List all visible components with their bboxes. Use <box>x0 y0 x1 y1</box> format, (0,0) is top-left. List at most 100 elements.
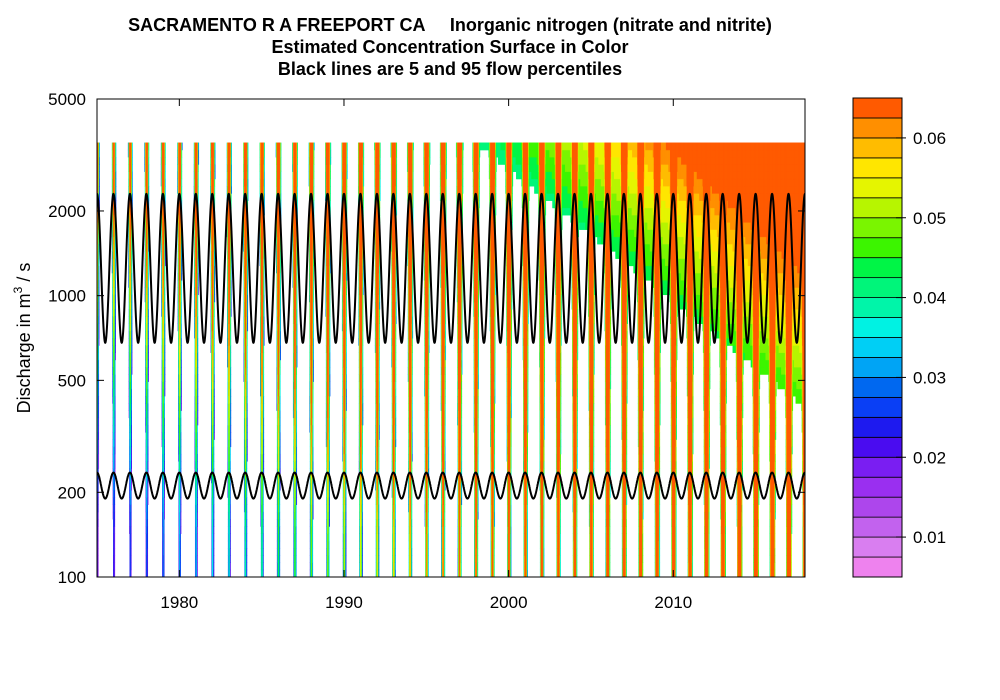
surface-cell <box>99 331 100 339</box>
surface-cell <box>99 157 100 165</box>
surface-cell <box>115 287 116 295</box>
surface-cell <box>181 324 182 332</box>
surface-cell <box>132 287 133 295</box>
surface-cell <box>230 432 231 440</box>
surface-cell <box>148 179 149 187</box>
surface-cell <box>148 418 149 426</box>
surface-cell <box>98 353 99 361</box>
surface-cell <box>115 360 116 368</box>
surface-cell <box>131 563 132 571</box>
surface-cell <box>165 164 166 172</box>
surface-cell <box>231 273 232 281</box>
surface-cell <box>181 186 182 194</box>
surface-cell <box>181 331 182 339</box>
surface-cell <box>148 483 149 491</box>
surface-cell <box>215 143 216 151</box>
surface-cell <box>214 186 215 194</box>
surface-cell <box>230 374 231 382</box>
surface-cell <box>213 563 214 571</box>
surface-cell <box>99 186 100 194</box>
surface-cell <box>213 490 214 498</box>
surface-cell <box>132 172 133 180</box>
surface-cell <box>116 179 117 187</box>
surface-cell <box>181 316 182 324</box>
surface-cell <box>214 425 215 433</box>
surface-cell <box>165 143 166 151</box>
surface-cell <box>148 295 149 303</box>
surface-cell <box>198 258 199 266</box>
surface-cell <box>230 555 231 563</box>
surface-cell <box>230 353 231 361</box>
surface-cell <box>131 548 132 556</box>
surface-cell <box>131 541 132 549</box>
surface-cell <box>148 497 149 505</box>
surface-cell <box>99 143 100 151</box>
surface-cell <box>165 179 166 187</box>
surface-cell <box>147 519 148 527</box>
surface-cell <box>231 172 232 180</box>
surface-cell <box>180 541 181 549</box>
surface-cell <box>230 425 231 433</box>
surface-cell <box>98 345 99 353</box>
surface-cell <box>164 526 165 534</box>
surface-cell <box>132 302 133 310</box>
surface-cell <box>231 193 232 201</box>
surface-cell <box>165 150 166 158</box>
surface-cell <box>99 316 100 324</box>
surface-cell <box>132 143 133 151</box>
surface-cell <box>115 353 116 361</box>
surface-cell <box>132 280 133 288</box>
surface-cell <box>148 302 149 310</box>
surface-cell <box>181 309 182 317</box>
surface-cell <box>197 403 198 411</box>
surface-cell <box>198 273 199 281</box>
surface-cell <box>115 280 116 288</box>
surface-cell <box>99 258 100 266</box>
surface-cell <box>230 534 231 542</box>
surface-cell <box>164 418 165 426</box>
surface-cell <box>197 389 198 397</box>
surface-cell <box>147 505 148 513</box>
surface-cell <box>132 345 133 353</box>
surface-cell <box>131 483 132 491</box>
surface-cell <box>165 266 166 274</box>
surface-cell <box>197 490 198 498</box>
surface-cell <box>164 512 165 520</box>
surface-cell <box>115 266 116 274</box>
surface-cell <box>181 382 182 390</box>
surface-cell <box>148 461 149 469</box>
surface-cell <box>114 570 115 578</box>
surface-cell <box>115 432 116 440</box>
surface-cell <box>214 258 215 266</box>
surface-cell <box>131 505 132 513</box>
surface-cell <box>148 396 149 404</box>
surface-cell <box>197 425 198 433</box>
surface-cell <box>181 266 182 274</box>
surface-cell <box>164 519 165 527</box>
surface-cell <box>132 316 133 324</box>
surface-cell <box>231 280 232 288</box>
surface-cell <box>197 374 198 382</box>
surface-cell <box>116 157 117 165</box>
surface-cell <box>98 512 99 520</box>
surface-cell <box>115 258 116 266</box>
surface-cell <box>148 447 149 455</box>
surface-cell <box>115 309 116 317</box>
surface-cell <box>98 403 99 411</box>
surface-cell <box>148 143 149 151</box>
surface-cell <box>132 295 133 303</box>
surface-cell <box>197 324 198 332</box>
surface-cell <box>214 331 215 339</box>
surface-cell <box>116 172 117 180</box>
surface-cell <box>198 280 199 288</box>
surface-cell <box>165 382 166 390</box>
surface-cell <box>198 287 199 295</box>
surface-cell <box>115 345 116 353</box>
surface-cell <box>165 186 166 194</box>
surface-cell <box>181 403 182 411</box>
surface-cell <box>165 193 166 201</box>
surface-cell <box>98 418 99 426</box>
surface-cell <box>148 410 149 418</box>
surface-cell <box>131 410 132 418</box>
surface-cell <box>214 396 215 404</box>
